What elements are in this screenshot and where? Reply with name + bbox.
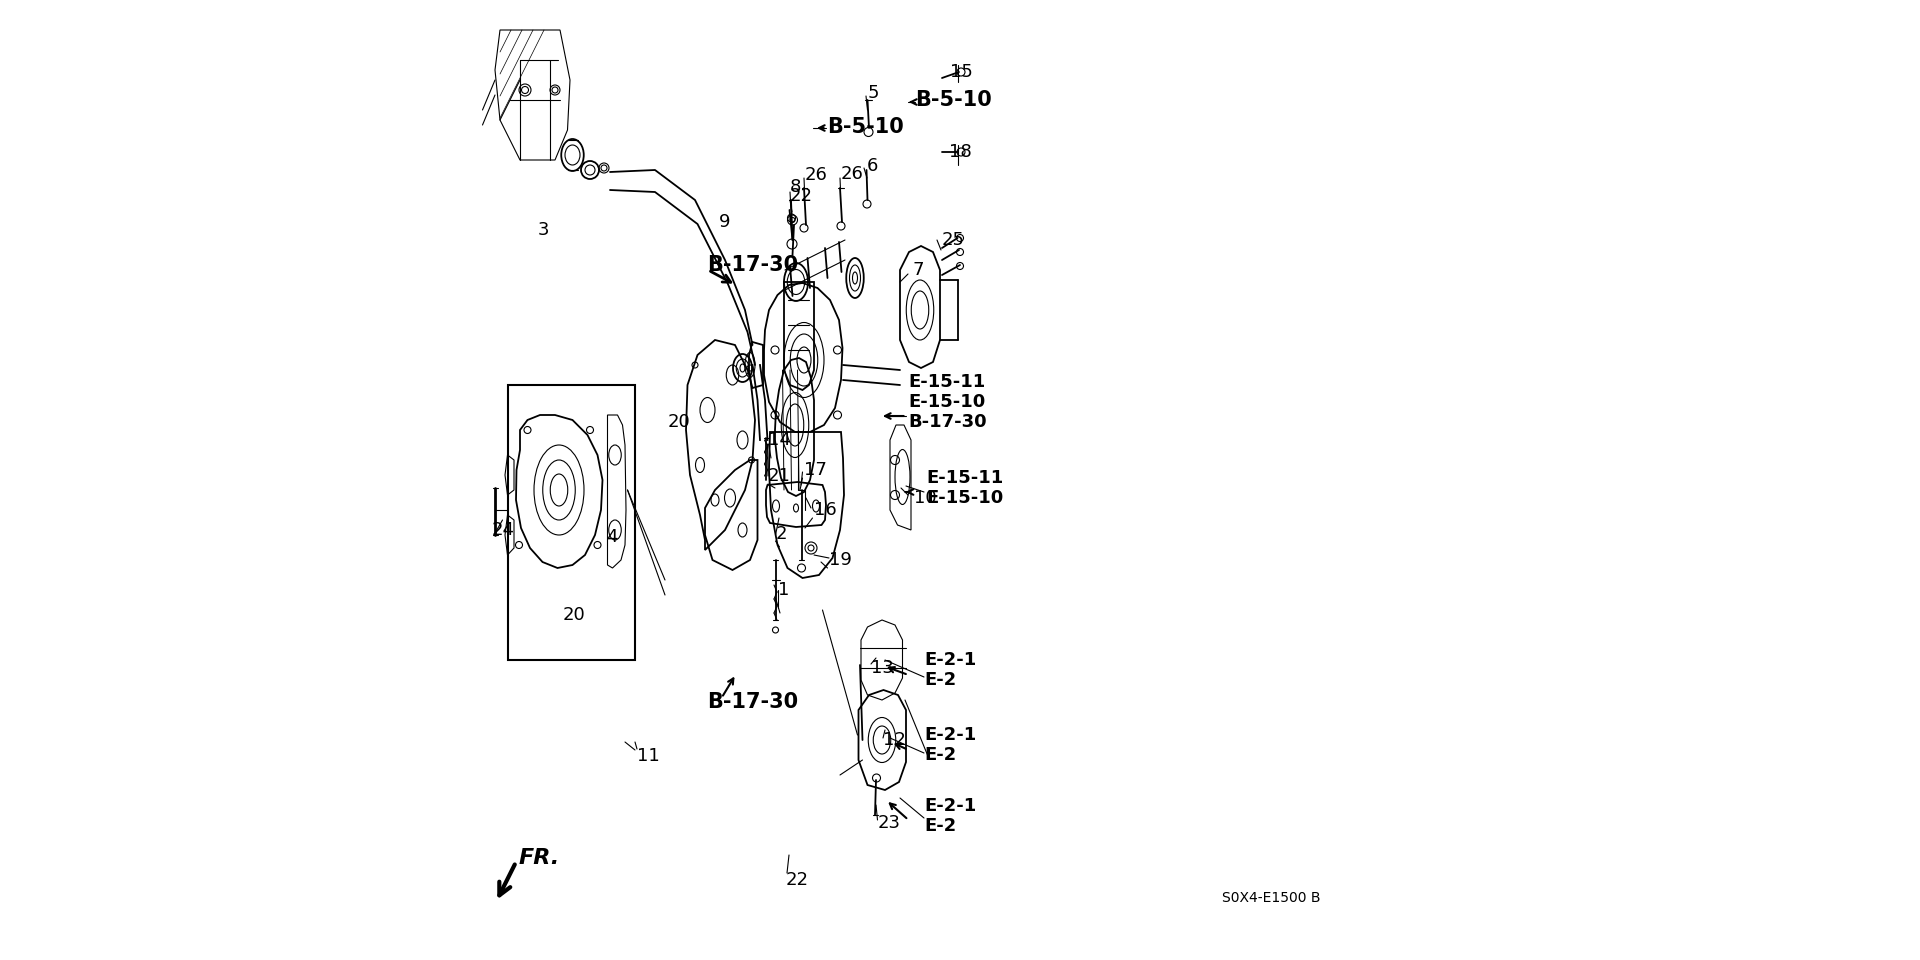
Text: FR.: FR. (518, 848, 561, 868)
Text: E-15-10: E-15-10 (908, 393, 985, 411)
Text: 5: 5 (868, 84, 879, 102)
Text: 12: 12 (883, 731, 906, 749)
Text: 17: 17 (804, 461, 828, 479)
Text: 20: 20 (563, 606, 586, 624)
Text: 15: 15 (950, 63, 973, 81)
Text: 24: 24 (492, 521, 515, 539)
Text: 11: 11 (637, 747, 660, 765)
Text: 25: 25 (943, 231, 966, 249)
Text: E-2-1: E-2-1 (925, 797, 977, 815)
Text: B-17-30: B-17-30 (707, 255, 799, 275)
Text: 23: 23 (877, 814, 900, 832)
Text: 6: 6 (866, 157, 877, 175)
Text: B-5-10: B-5-10 (916, 90, 993, 110)
Text: B-17-30: B-17-30 (707, 692, 799, 712)
Text: E-2: E-2 (925, 671, 956, 689)
Text: 16: 16 (814, 501, 837, 519)
Text: 14: 14 (768, 431, 791, 449)
Text: E-15-11: E-15-11 (908, 373, 985, 391)
Text: 18: 18 (948, 143, 972, 161)
Text: 1: 1 (778, 581, 789, 599)
Text: 26: 26 (804, 166, 828, 184)
Text: 13: 13 (872, 659, 895, 677)
Text: E-2-1: E-2-1 (925, 726, 977, 744)
Text: 8: 8 (789, 178, 801, 196)
Text: 9: 9 (718, 213, 730, 231)
Text: 3: 3 (538, 221, 549, 239)
Text: 19: 19 (829, 551, 852, 569)
Text: 7: 7 (912, 261, 924, 279)
Bar (507, 385, 636, 660)
Text: E-15-10: E-15-10 (925, 489, 1004, 507)
Text: E-15-11: E-15-11 (925, 469, 1004, 487)
Text: E-2: E-2 (925, 817, 956, 835)
Text: 22: 22 (789, 187, 812, 205)
Text: B-5-10: B-5-10 (828, 117, 904, 137)
Text: S0X4-E1500 B: S0X4-E1500 B (1223, 891, 1321, 905)
Text: 21: 21 (768, 467, 791, 485)
Text: 4: 4 (607, 528, 618, 546)
Text: E-2-1: E-2-1 (925, 651, 977, 669)
Text: 20: 20 (668, 413, 691, 431)
Text: 2: 2 (776, 525, 787, 543)
Text: 22: 22 (785, 871, 808, 889)
Text: E-2: E-2 (925, 746, 956, 764)
Text: 26: 26 (841, 165, 864, 183)
Text: 10: 10 (914, 489, 937, 507)
Text: B-17-30: B-17-30 (908, 413, 987, 431)
